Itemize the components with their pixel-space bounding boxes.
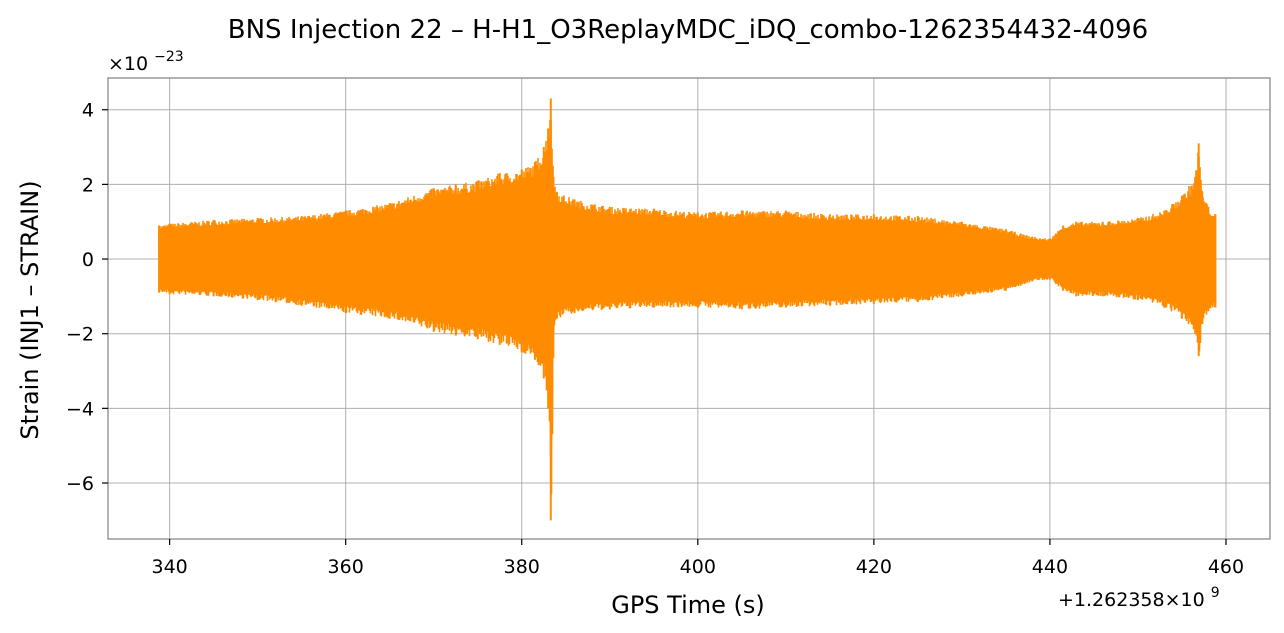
y-multiplier-exponent: −23 bbox=[154, 49, 184, 65]
y-axis-label: Strain (INJ1 – STRAIN) bbox=[16, 180, 44, 439]
y-tick-label: 4 bbox=[82, 100, 94, 122]
series-layer bbox=[158, 98, 1217, 521]
x-offset-exponent: 9 bbox=[1211, 585, 1220, 601]
x-axis-label: GPS Time (s) bbox=[611, 591, 765, 619]
y-tick-label: −6 bbox=[66, 473, 94, 495]
y-tick-label: 2 bbox=[82, 174, 94, 196]
strain-series-line bbox=[158, 120, 1217, 495]
y-tick-label: −2 bbox=[66, 324, 94, 346]
grid bbox=[108, 78, 1270, 539]
x-tick-label: 360 bbox=[328, 556, 364, 578]
x-tick-label: 420 bbox=[856, 556, 892, 578]
x-offset-base: +1.262358×10 bbox=[1058, 589, 1205, 611]
x-tick-label: 440 bbox=[1032, 556, 1068, 578]
x-offset: +1.262358×10 9 bbox=[1058, 585, 1220, 611]
x-tick-label: 460 bbox=[1208, 556, 1244, 578]
ticks: 340 360 380 400 420 440 460 −6 −4 −2 0 2 4 bbox=[66, 100, 1244, 578]
y-tick-label: 0 bbox=[82, 249, 94, 271]
x-tick-label: 400 bbox=[680, 556, 716, 578]
y-multiplier: ×10 −23 bbox=[108, 49, 184, 75]
chart-title: BNS Injection 22 – H-H1_O3ReplayMDC_iDQ_… bbox=[228, 15, 1148, 45]
plot-frame bbox=[107, 77, 1271, 540]
x-tick-label: 340 bbox=[151, 556, 187, 578]
x-tick-label: 380 bbox=[504, 556, 540, 578]
y-tick-label: −4 bbox=[66, 398, 94, 420]
y-multiplier-base: ×10 bbox=[108, 53, 148, 75]
